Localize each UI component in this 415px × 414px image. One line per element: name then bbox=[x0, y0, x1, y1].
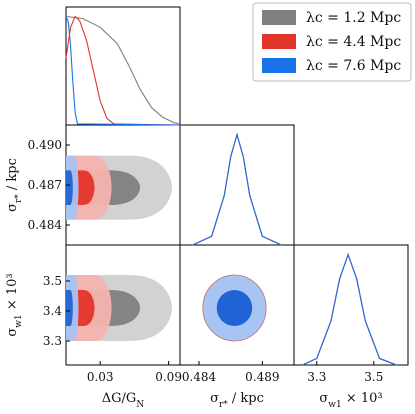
xtick-label-w-0: 3.3 bbox=[307, 370, 326, 384]
ytick-label-w-1: 3.4 bbox=[43, 304, 62, 318]
pdf-w-series-2 bbox=[302, 252, 397, 366]
y-axis-label-r: σr* / kpc bbox=[5, 158, 24, 212]
x-axis-label-dG: ΔG/GN bbox=[102, 391, 145, 410]
legend-entry-2: λc = 4.4 Mpc bbox=[306, 34, 401, 50]
pdf-w-series-1 bbox=[302, 252, 397, 366]
y-axis-label-w: σw1 × 10³ bbox=[5, 273, 24, 336]
xtick-label-r-0: 0.484 bbox=[182, 370, 217, 384]
legend-swatch-2 bbox=[262, 34, 296, 49]
pdf-dG-series-2 bbox=[65, 15, 181, 126]
ytick-label-r-0: 0.484 bbox=[28, 218, 63, 232]
pdf-r-series-3 bbox=[192, 132, 282, 246]
xtick-label-r-1: 0.489 bbox=[245, 370, 279, 384]
contour-dG-r-inner-3 bbox=[66, 170, 73, 205]
contour-r-w-inner bbox=[216, 290, 253, 326]
legend-swatch-3 bbox=[262, 58, 296, 73]
panel-r-pdf bbox=[179, 124, 295, 246]
ytick-label-w-2: 3.5 bbox=[43, 274, 62, 288]
panel-dG-pdf bbox=[65, 6, 181, 126]
legend-entry-3: λc = 7.6 Mpc bbox=[306, 58, 401, 74]
panel-w-pdf bbox=[293, 244, 409, 366]
legend-swatch-1 bbox=[262, 10, 296, 25]
x-axis-label-r: σr* / kpc bbox=[210, 391, 264, 410]
ytick-label-r-2: 0.490 bbox=[28, 138, 62, 152]
pdf-w-series-3 bbox=[302, 252, 397, 366]
pdf-r-series-1 bbox=[192, 132, 282, 246]
legend: λc = 1.2 Mpc λc = 4.4 Mpc λc = 7.6 Mpc bbox=[252, 2, 412, 82]
legend-entry-1: λc = 1.2 Mpc bbox=[306, 10, 401, 26]
xtick-label-dG-1: 0.09 bbox=[155, 370, 182, 384]
pdf-dG-series-1 bbox=[65, 15, 181, 125]
xtick-label-dG-0: 0.03 bbox=[87, 370, 114, 384]
ytick-label-r-1: 0.487 bbox=[28, 178, 62, 192]
ytick-label-w-0: 3.3 bbox=[43, 334, 62, 348]
x-axis-label-w: σw1 × 10³ bbox=[319, 391, 382, 410]
pdf-dG-series-3 bbox=[65, 16, 181, 126]
contour-dG-w-inner-3 bbox=[66, 290, 73, 326]
xtick-label-w-1: 3.5 bbox=[364, 370, 383, 384]
pdf-r-series-2 bbox=[192, 132, 282, 246]
